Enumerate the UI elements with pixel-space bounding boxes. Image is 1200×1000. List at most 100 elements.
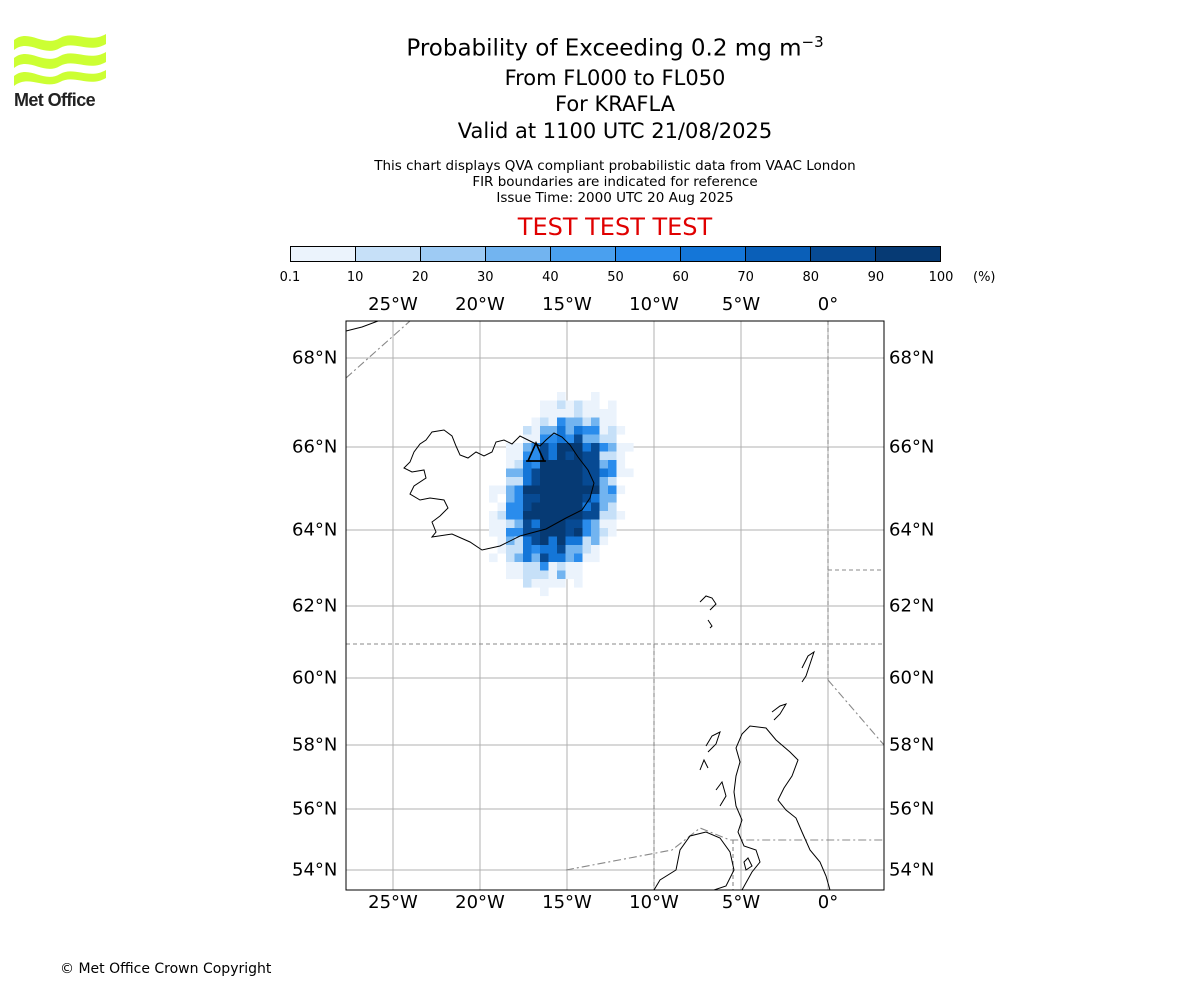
- probability-cell: [531, 545, 541, 554]
- probability-cell: [531, 511, 541, 520]
- title-line-1-text: Probability of Exceeding 0.2 mg m: [406, 35, 802, 62]
- probability-cell: [565, 519, 575, 529]
- probability-cell: [565, 485, 575, 495]
- probability-cell: [582, 468, 592, 478]
- probability-cell: [531, 570, 541, 580]
- colorbar-segment: [875, 247, 940, 261]
- probability-cell: [608, 409, 617, 418]
- probability-cell: [540, 485, 549, 495]
- probability-cell: [548, 562, 558, 571]
- map-frame: [345, 320, 885, 891]
- colorbar-segment: [810, 247, 875, 261]
- probability-cell: [557, 511, 566, 520]
- probability-cell: [574, 579, 583, 588]
- probability-cell: [514, 562, 524, 571]
- lat-label-left: 56°N: [292, 798, 338, 820]
- probability-cell: [523, 426, 532, 435]
- probability-cell: [557, 536, 566, 546]
- probability-cell: [540, 409, 549, 418]
- probability-cell: [565, 545, 575, 554]
- lat-label-left: 62°N: [292, 595, 338, 617]
- probability-cell: [548, 570, 558, 580]
- probability-cell: [531, 562, 541, 571]
- probability-cell: [574, 477, 583, 486]
- probability-cell: [591, 417, 600, 427]
- probability-cell: [514, 570, 524, 580]
- probability-cell: [591, 392, 600, 401]
- lon-label-top: 0°: [817, 294, 839, 315]
- probability-cell: [599, 536, 609, 546]
- probability-cell: [557, 502, 566, 512]
- probability-cell: [514, 519, 524, 529]
- probability-cell: [523, 553, 532, 563]
- probability-cell: [497, 485, 507, 495]
- probability-cell: [565, 400, 575, 410]
- probability-cell: [574, 570, 583, 580]
- probability-cell: [506, 451, 515, 461]
- copyright-notice: © Met Office Crown Copyright: [60, 961, 272, 977]
- probability-cell: [574, 409, 583, 418]
- probability-cell: [565, 451, 575, 461]
- probability-cell: [531, 451, 541, 461]
- probability-cell: [591, 519, 600, 529]
- probability-cell: [531, 443, 541, 452]
- lat-label-right: 68°N: [889, 347, 935, 369]
- lon-label-top: 15°W: [542, 294, 592, 315]
- probability-cell: [540, 587, 549, 597]
- probability-cell: [565, 553, 575, 563]
- probability-cell: [548, 443, 558, 452]
- probability-cell: [531, 460, 541, 469]
- probability-cell: [557, 528, 566, 537]
- probability-cell: [574, 468, 583, 478]
- probability-cell: [582, 485, 592, 495]
- probability-cell: [548, 426, 558, 435]
- probability-cell: [531, 579, 541, 588]
- probability-cell: [514, 494, 524, 503]
- probability-cell: [514, 553, 524, 563]
- probability-cell: [582, 502, 592, 512]
- lon-label-bottom: 10°W: [629, 892, 679, 913]
- probability-cell: [574, 494, 583, 503]
- iceland-coast: [403, 429, 595, 551]
- probability-cell: [591, 502, 600, 512]
- lat-label-left: 60°N: [292, 667, 338, 689]
- probability-cell: [591, 400, 600, 410]
- probability-cell: [548, 460, 558, 469]
- colorbar-segment: [615, 247, 680, 261]
- probability-cell: [574, 460, 583, 469]
- probability-cell: [608, 511, 617, 520]
- probability-cell: [599, 409, 609, 418]
- probability-cell: [531, 417, 541, 427]
- colorbar-tick-label: 30: [477, 270, 494, 285]
- lon-label-top: 10°W: [629, 294, 679, 315]
- probability-cell: [591, 494, 600, 503]
- probability-cell: [582, 451, 592, 461]
- probability-cell: [489, 519, 498, 529]
- probability-cell: [608, 417, 617, 427]
- colorbar-tick-label: 10: [346, 270, 364, 285]
- probability-cell: [523, 494, 532, 503]
- probability-cell: [565, 511, 575, 520]
- probability-cell: [557, 417, 566, 427]
- probability-cell: [599, 460, 609, 469]
- probability-cell: [523, 451, 532, 461]
- probability-cell: [540, 553, 549, 563]
- colorbar-unit: (%): [973, 270, 996, 285]
- fir-boundaries: [346, 321, 884, 890]
- probability-cell: [506, 562, 515, 571]
- probability-cell: [548, 519, 558, 529]
- probability-cell: [557, 494, 566, 503]
- probability-cell: [523, 511, 532, 520]
- probability-cell: [548, 579, 558, 588]
- colorbar-tick-label: 70: [737, 270, 754, 285]
- probability-cell: [548, 417, 558, 427]
- wave-logo-icon: [14, 34, 106, 86]
- probability-cell: [531, 468, 541, 478]
- probability-cell: [548, 477, 558, 486]
- probability-cell: [540, 400, 549, 410]
- lon-label-top: 20°W: [455, 294, 505, 315]
- probability-cell: [582, 477, 592, 486]
- lat-label-left: 64°N: [292, 519, 338, 541]
- lat-label-right: 56°N: [889, 798, 935, 820]
- probability-cell: [497, 536, 507, 546]
